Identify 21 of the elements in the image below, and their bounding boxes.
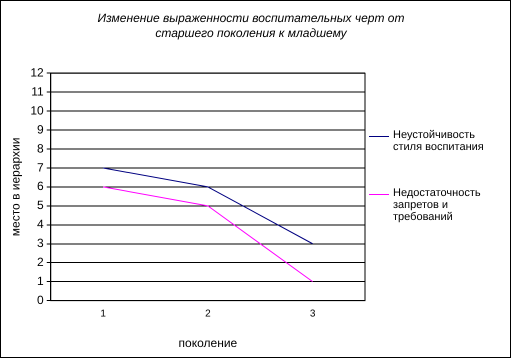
y-tick-label: 12 bbox=[30, 66, 44, 80]
x-tick-label: 3 bbox=[310, 308, 316, 320]
y-tick-label: 6 bbox=[37, 179, 44, 194]
y-tick-label: 0 bbox=[37, 292, 44, 307]
y-tick-label: 1 bbox=[37, 274, 44, 288]
legend-label: Недостаточность запретов и требований bbox=[393, 187, 482, 223]
x-tick-label: 2 bbox=[205, 308, 212, 320]
y-tick-label: 9 bbox=[37, 122, 44, 136]
y-tick-label: 8 bbox=[37, 141, 44, 156]
x-axis-title: поколение bbox=[178, 336, 238, 350]
y-tick-label: 10 bbox=[30, 103, 44, 118]
x-tick-label: 1 bbox=[100, 308, 106, 320]
y-tick-label: 4 bbox=[37, 217, 44, 232]
y-tick-label: 11 bbox=[31, 84, 44, 98]
y-tick-label: 2 bbox=[37, 255, 44, 270]
y-tick-label: 3 bbox=[37, 236, 44, 250]
y-tick-label: 5 bbox=[37, 198, 44, 212]
y-tick-label: 7 bbox=[37, 160, 44, 174]
legend-label: Неустойчивость стиля воспитания bbox=[393, 129, 485, 153]
chart-title: Изменение выраженности воспитательных черт от старшего поколения к младшему bbox=[96, 11, 406, 41]
y-axis-title: место в иерархии bbox=[8, 138, 23, 236]
